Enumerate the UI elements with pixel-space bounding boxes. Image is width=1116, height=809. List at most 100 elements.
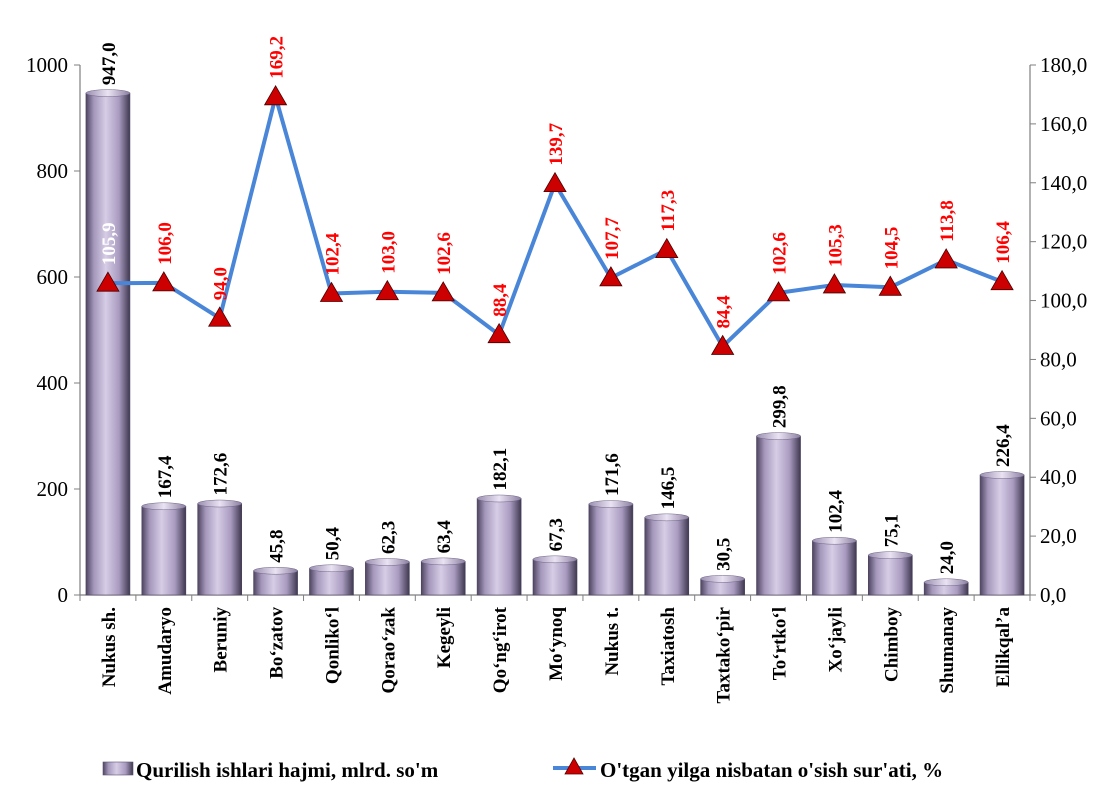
line-marker	[934, 248, 958, 269]
line-marker	[990, 269, 1014, 291]
bar-data-label: 167,4	[155, 455, 176, 498]
bar-body	[365, 561, 410, 596]
right-tick-label: 60,0	[1040, 406, 1077, 430]
bar-data-label: 299,8	[770, 385, 791, 428]
legend: Qurilish ishlari hajmi, mlrd. so'm O'tga…	[102, 757, 943, 782]
category-label: To‘rtko‘l	[770, 607, 791, 680]
left-tick-label: 600	[37, 265, 69, 289]
category-label: Amudaryo	[155, 607, 176, 695]
bar-top	[644, 513, 690, 522]
line-marker	[543, 171, 567, 193]
bar-series	[85, 89, 1025, 596]
line-series	[96, 85, 1014, 355]
bar-data-label: 226,4	[993, 424, 1014, 467]
bar-body	[532, 559, 578, 596]
line-marker	[96, 271, 120, 292]
line-marker	[822, 273, 847, 294]
bar	[756, 432, 801, 596]
line-data-label: 106,0	[155, 222, 176, 265]
bar-data-label: 102,4	[825, 489, 846, 532]
category-label: Mo‘ynoq	[546, 607, 567, 681]
line-marker	[487, 322, 511, 344]
line-marker	[599, 266, 623, 287]
category-label: Qorao‘zak	[378, 607, 399, 694]
legend-line-label: O'tgan yilga nisbatan o'sish sur'ati, %	[600, 758, 943, 782]
bar-body	[644, 517, 690, 596]
category-label: Ellikqal’a	[993, 607, 1014, 688]
bar-data-label: 50,4	[322, 527, 343, 561]
bar-body	[197, 503, 243, 596]
right-tick-label: 180,0	[1040, 53, 1087, 77]
legend-bar-label: Qurilish ishlari hajmi, mlrd. so'm	[136, 758, 439, 782]
right-axis-ticks: 0,0 20,0 40,0 60,0 80,0 100,0 120,0 140,0 160,0 1…	[1030, 53, 1087, 607]
left-tick-label: 200	[37, 477, 69, 501]
category-label: Beruniy	[211, 607, 232, 673]
line-marker	[878, 275, 902, 296]
bar-body	[979, 474, 1025, 596]
line-data-label: 104,5	[881, 227, 902, 270]
bar	[867, 551, 913, 596]
bar	[141, 502, 187, 596]
bar-body	[476, 498, 522, 596]
line-data-label: 169,2	[267, 36, 288, 79]
category-label: Qo‘ng‘irot	[490, 606, 511, 693]
bar-body	[812, 540, 857, 596]
right-tick-label: 40,0	[1040, 465, 1077, 489]
bar	[644, 513, 690, 596]
bar-data-label: 24,0	[937, 541, 958, 574]
right-tick-label: 100,0	[1040, 289, 1087, 313]
bar-data-label: 947,0	[99, 42, 120, 85]
bar-top	[365, 558, 410, 566]
line-marker	[152, 271, 176, 292]
bar-top	[420, 557, 466, 566]
left-tick-label: 0	[58, 583, 69, 607]
right-tick-label: 20,0	[1040, 524, 1077, 548]
bar-top	[923, 578, 969, 587]
bar-data-label: 63,4	[434, 520, 455, 554]
bar-data-label: 146,5	[658, 467, 679, 510]
line-data-label: 102,4	[322, 232, 343, 275]
bar-data-label: 62,3	[378, 521, 399, 554]
bar-data-label: 171,6	[602, 453, 623, 496]
line-data-labels: 105,9 106,0 94,0 169,2 102,4 103,0 102,6 88,4 13…	[99, 36, 1014, 328]
bar-top	[85, 89, 131, 97]
bar-data-label: 75,1	[881, 514, 902, 547]
bar-top	[532, 555, 578, 564]
bar-top	[812, 536, 857, 545]
line-data-label: 88,4	[490, 283, 511, 317]
line-marker	[208, 306, 232, 327]
bar-body	[756, 435, 801, 596]
line-data-label: 94,0	[211, 267, 232, 300]
line-marker	[263, 85, 288, 106]
line-data-label: 102,6	[434, 232, 455, 275]
category-label: Nukus sh.	[99, 607, 120, 687]
line-marker	[431, 281, 455, 302]
right-tick-label: 120,0	[1040, 230, 1087, 254]
bar	[365, 558, 410, 596]
line-data-label: 113,8	[937, 200, 958, 242]
right-tick-label: 0,0	[1040, 583, 1066, 607]
left-axis-ticks: 0 200 400 600 800 1000	[26, 53, 80, 607]
bar	[812, 536, 857, 596]
bar	[197, 499, 243, 596]
category-label: Qonliko‘l	[322, 607, 343, 684]
bar-data-labels: 947,0 167,4 172,6 45,8 50,4 62,3 63,4 182,1 67,3…	[99, 42, 1014, 574]
line-data-label: 107,7	[602, 217, 623, 260]
bar-body	[867, 554, 913, 596]
line-data-label: 105,3	[825, 224, 846, 267]
right-tick-label: 160,0	[1040, 112, 1087, 136]
category-label: Nukus t.	[602, 607, 623, 676]
line-marker	[766, 281, 791, 302]
bar-top	[197, 499, 242, 508]
bar-top	[588, 500, 634, 508]
bar-top	[309, 564, 354, 573]
bar	[532, 555, 578, 596]
bar-top	[253, 566, 298, 575]
bar-data-label: 182,1	[490, 448, 511, 491]
bar-body	[309, 567, 354, 596]
bar-body	[588, 503, 634, 596]
bar	[85, 89, 131, 596]
right-tick-label: 80,0	[1040, 347, 1077, 371]
bar	[253, 566, 298, 596]
